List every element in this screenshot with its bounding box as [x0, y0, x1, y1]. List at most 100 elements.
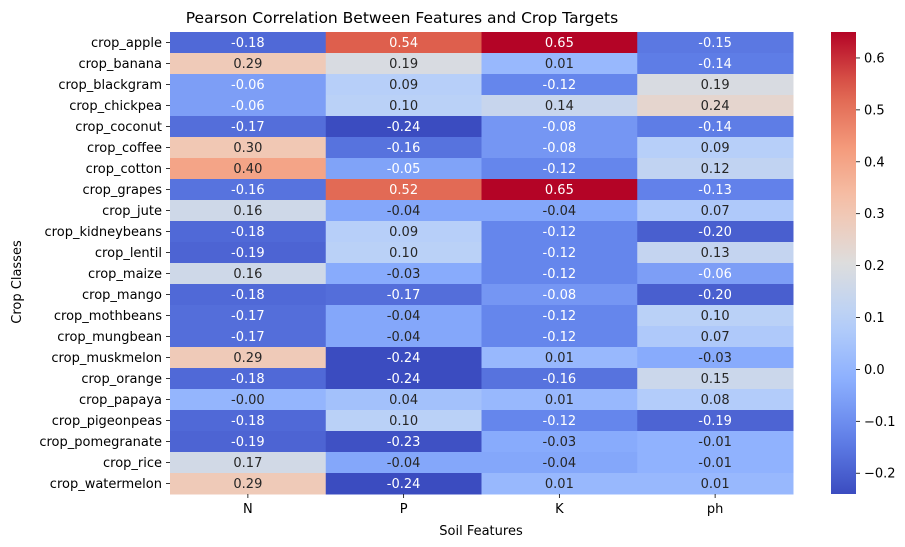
heatmap-cell [325, 116, 482, 138]
cell-value-label: 0.30 [233, 141, 262, 156]
cell-value-label: -0.04 [387, 330, 421, 345]
y-tick-label: crop_apple [91, 36, 162, 51]
cell-value-label: -0.12 [543, 330, 577, 345]
heatmap-cell [481, 137, 638, 159]
heatmap-cell [481, 95, 638, 117]
cell-value-label: 0.54 [389, 36, 418, 51]
cell-value-label: -0.18 [231, 225, 265, 240]
y-tick-label: crop_watermelon [50, 477, 162, 492]
cell-value-label: -0.01 [698, 456, 732, 471]
heatmap-cell [325, 53, 482, 75]
cell-value-label: 0.16 [233, 204, 262, 219]
cell-value-label: -0.18 [231, 288, 265, 303]
cell-value-label: -0.05 [387, 162, 421, 177]
cell-value-label: -0.06 [231, 99, 265, 114]
cell-value-label: 0.07 [701, 330, 730, 345]
heatmap-cell [637, 158, 794, 180]
heatmap-cell [481, 32, 638, 54]
cell-value-label: -0.01 [698, 435, 732, 450]
y-tick-label: crop_pigeonpeas [52, 414, 162, 429]
heatmap-cell [325, 389, 482, 411]
cell-value-label: 0.10 [389, 99, 418, 114]
y-tick-label: crop_coffee [87, 141, 162, 156]
colorbar-ticks: −0.2 −0.1 0.0 0.1 0.2 0.3 0.4 0.5 0.6 [856, 51, 896, 482]
cell-value-label: 0.17 [233, 456, 262, 471]
heatmap-cell [170, 305, 327, 327]
heatmap-cell [170, 32, 327, 54]
cell-value-label: -0.04 [543, 204, 577, 219]
colorbar-tick-label: 0.5 [864, 103, 885, 118]
heatmap-cell [481, 242, 638, 264]
heatmap-cell [637, 200, 794, 222]
heatmap-cell [325, 95, 482, 117]
heatmap-cell [481, 410, 638, 432]
heatmap-cell [325, 158, 482, 180]
cell-value-label: -0.14 [698, 120, 732, 135]
cell-value-label: 0.65 [545, 36, 574, 51]
cell-value-label: 0.40 [233, 162, 262, 177]
y-tick-label: crop_rice [103, 456, 162, 471]
heatmap-cell [481, 368, 638, 390]
heatmap-cell [170, 200, 327, 222]
cell-value-label: -0.04 [387, 204, 421, 219]
heatmap-cell [637, 410, 794, 432]
heatmap-cell [481, 431, 638, 453]
y-tick-label: crop_maize [88, 267, 162, 282]
cell-value-label: 0.10 [389, 414, 418, 429]
heatmap-cell [170, 74, 327, 96]
colorbar-tick-label: 0.1 [864, 311, 885, 326]
heatmap-cell [637, 305, 794, 327]
cell-value-label: 0.14 [545, 99, 574, 114]
heatmap-cell [481, 263, 638, 285]
cell-value-label: -0.18 [231, 372, 265, 387]
heatmap-cell [325, 200, 482, 222]
cell-value-label: -0.12 [543, 309, 577, 324]
cell-value-label: 0.65 [545, 183, 574, 198]
cell-value-label: 0.10 [701, 309, 730, 324]
y-tick-label: crop_blackgram [58, 78, 162, 93]
cell-value-label: -0.00 [231, 393, 265, 408]
colorbar-tick-label: 0.0 [864, 363, 885, 378]
cell-value-label: -0.04 [387, 309, 421, 324]
y-tick-label: crop_mango [82, 288, 162, 303]
cell-value-label: 0.13 [701, 246, 730, 261]
heatmap-cell [637, 242, 794, 264]
colorbar [831, 32, 856, 494]
heatmap-cell [325, 137, 482, 159]
y-tick-label: crop_coconut [75, 120, 162, 135]
heatmap-cell [325, 242, 482, 264]
cell-value-label: -0.06 [698, 267, 732, 282]
heatmap-cell [170, 431, 327, 453]
cell-value-label: 0.19 [701, 78, 730, 93]
y-tick-label: crop_pomegranate [39, 435, 162, 450]
heatmap-cell [170, 473, 327, 495]
heatmap-cell [481, 74, 638, 96]
heatmap-cell [170, 158, 327, 180]
cell-value-label: 0.08 [701, 393, 730, 408]
heatmap-cell [325, 452, 482, 474]
heatmap-cell [637, 95, 794, 117]
colorbar-tick-label: −0.1 [864, 415, 896, 430]
heatmap-cell [637, 389, 794, 411]
cell-value-label: -0.04 [543, 456, 577, 471]
heatmap-cell [637, 431, 794, 453]
cell-value-label: -0.12 [543, 78, 577, 93]
y-tick-label: crop_lentil [95, 246, 162, 261]
heatmap-cell [481, 326, 638, 348]
heatmap-cell [170, 284, 327, 306]
cell-value-label: 0.19 [389, 57, 418, 72]
cell-value-label: -0.13 [698, 183, 732, 198]
heatmap-cell [325, 221, 482, 243]
cell-value-label: -0.12 [543, 225, 577, 240]
cell-value-label: -0.18 [231, 414, 265, 429]
cell-value-label: -0.17 [231, 330, 265, 345]
cell-value-label: -0.20 [698, 225, 732, 240]
y-tick-label: crop_muskmelon [51, 351, 162, 366]
cell-value-label: 0.01 [545, 393, 574, 408]
cell-value-label: -0.03 [698, 351, 732, 366]
y-tick-label: crop_kidneybeans [45, 225, 163, 240]
cell-value-label: -0.17 [231, 309, 265, 324]
heatmap-cell [325, 347, 482, 369]
